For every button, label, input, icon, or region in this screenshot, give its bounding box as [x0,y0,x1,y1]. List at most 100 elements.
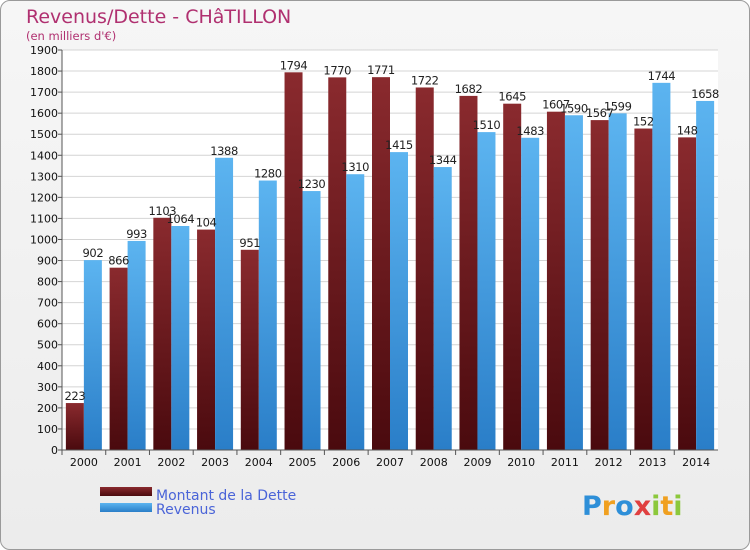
bar-dette [65,403,84,450]
data-label: 1230 [298,177,326,191]
bar-dette [240,249,259,450]
bar-dette [590,120,609,451]
y-tick-label: 1400 [30,149,58,162]
proxiti-logo: Proxiti [582,491,683,522]
x-axis-ticks: 2000 2001 2002 2003 2004 2005 2006 2007 2008 2009… [61,450,710,469]
bar-revenus [477,132,496,450]
bar-dette [415,87,434,450]
data-label: 1771 [367,63,395,77]
y-tick-label: 800 [37,276,58,289]
data-label: 902 [82,246,103,260]
axes [61,50,718,451]
data-label: 1483 [516,124,544,138]
y-tick-label: 0 [51,444,58,457]
y-tick-label: 100 [37,423,58,436]
bar-dette [459,95,478,450]
bar-revenus [608,113,627,451]
bar-dette [678,137,697,451]
x-tick-label: 2005 [289,456,317,469]
bar-dette [372,77,390,450]
y-tick-label: 200 [37,402,58,415]
data-label: 104 [196,216,217,230]
legend: Montant de la Dette Revenus [100,487,296,518]
bar-revenus [564,115,583,451]
bar-dette [328,77,347,451]
x-tick-label: 2010 [507,456,535,469]
data-label: 1280 [254,167,282,181]
legend-label-revenus: Revenus [156,502,216,518]
data-label: 1510 [473,118,501,132]
y-tick-label: 1200 [30,191,58,204]
logo-letter: t [660,491,673,522]
data-label: 1645 [498,90,526,104]
x-tick-label: 2009 [463,456,491,469]
bars [65,72,715,451]
y-tick-label: 1700 [30,86,58,99]
y-tick-label: 1300 [30,170,58,183]
x-tick-label: 2006 [332,456,360,469]
data-label: 1064 [166,212,194,226]
bar-revenus [171,226,190,450]
bar-revenus [390,152,408,450]
bar-dette [546,111,565,451]
x-tick-label: 2004 [245,456,273,469]
y-tick-label: 1900 [30,44,58,57]
y-tick-label: 900 [37,255,58,268]
bar-revenus [696,100,715,451]
logo-letter: o [615,491,634,522]
data-label: 1722 [411,73,439,87]
y-tick-label: 1500 [30,128,58,141]
y-tick-label: 600 [37,318,58,331]
data-label: 1599 [604,99,632,113]
chart-title: Revenus/Dette - CHâTILLON [26,6,291,28]
data-label: 1770 [323,63,351,77]
bar-dette [153,217,172,450]
x-tick-label: 2007 [376,456,404,469]
logo-letter: x [634,491,651,522]
y-axis-ticks: 0 100 200 300 400 500 600 700 800 900 1000 1100 1200… [30,44,62,457]
bar-revenus [652,82,671,450]
data-label: 1607 [542,98,570,112]
data-label: 1310 [341,160,369,174]
bar-dette [109,267,128,450]
x-tick-label: 2003 [201,456,229,469]
data-label: 1794 [280,58,308,72]
data-label: 866 [108,254,129,268]
chart-subtitle: (en milliers d'€) [26,29,116,43]
y-tick-label: 400 [37,360,58,373]
data-label: 148 [677,123,698,137]
x-tick-label: 2012 [595,456,623,469]
data-label: 1744 [648,69,676,83]
bar-revenus [127,240,146,450]
data-label: 951 [239,236,260,250]
data-label: 1415 [385,138,413,152]
x-tick-label: 2000 [70,456,98,469]
x-tick-label: 2001 [114,456,142,469]
legend-swatch-debt [100,487,152,496]
bar-revenus [521,137,540,450]
logo-letter: i [673,491,682,522]
x-tick-label: 2002 [157,456,185,469]
y-tick-label: 1800 [30,65,58,78]
y-tick-label: 300 [37,381,58,394]
data-label: 1590 [560,101,588,115]
bar-revenus [433,167,452,451]
legend-swatch-revenus [100,503,152,512]
x-tick-label: 2013 [638,456,666,469]
x-tick-label: 2014 [682,456,710,469]
bar-dette [503,103,522,451]
logo-letter: r [602,491,616,522]
bar-revenus [346,174,365,451]
y-tick-label: 1600 [30,107,58,120]
bar-revenus [83,260,102,450]
y-tick-label: 1100 [30,212,58,225]
x-tick-label: 2011 [551,456,579,469]
y-tick-label: 700 [37,297,58,310]
x-tick-label: 2008 [420,456,448,469]
bar-revenus [258,180,277,451]
data-label: 1103 [148,204,176,218]
data-label: 1658 [691,87,719,101]
data-label: 1344 [429,153,457,167]
